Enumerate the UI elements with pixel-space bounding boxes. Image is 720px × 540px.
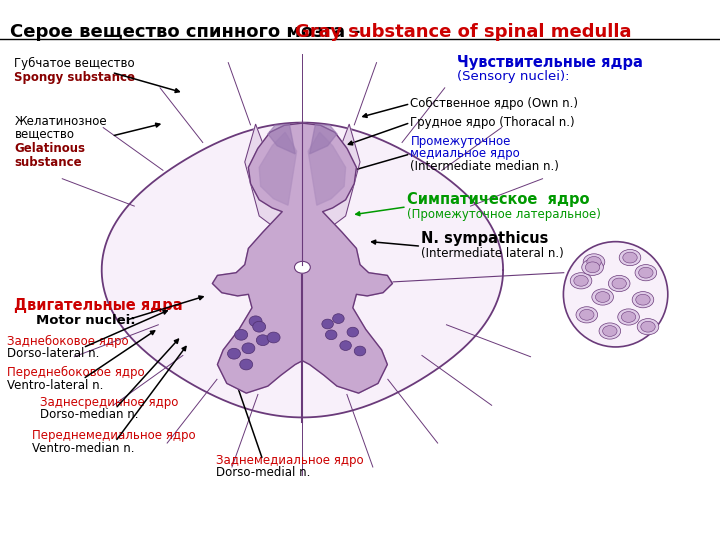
Text: Желатинозное: Желатинозное (14, 115, 107, 128)
Ellipse shape (583, 254, 605, 270)
Ellipse shape (235, 329, 248, 340)
Text: Gelatinous: Gelatinous (14, 142, 86, 155)
Ellipse shape (639, 267, 653, 278)
Ellipse shape (632, 292, 654, 308)
Ellipse shape (637, 319, 659, 335)
Ellipse shape (267, 332, 280, 343)
Text: Motor nuclei:: Motor nuclei: (36, 314, 135, 327)
Ellipse shape (325, 330, 337, 340)
Ellipse shape (599, 323, 621, 339)
Polygon shape (268, 124, 295, 154)
Ellipse shape (563, 241, 668, 347)
Ellipse shape (585, 262, 600, 273)
Polygon shape (102, 123, 503, 417)
Ellipse shape (623, 252, 637, 263)
Ellipse shape (608, 275, 630, 292)
Ellipse shape (587, 256, 601, 267)
Text: Ventro-lateral n.: Ventro-lateral n. (7, 379, 104, 392)
Ellipse shape (612, 278, 626, 289)
Ellipse shape (621, 312, 636, 322)
Polygon shape (302, 124, 360, 248)
Text: Заднемедиальное ядро: Заднемедиальное ядро (216, 454, 364, 467)
Ellipse shape (635, 265, 657, 281)
Ellipse shape (333, 314, 344, 323)
Text: N. sympathicus: N. sympathicus (421, 231, 549, 246)
Text: (Промежуточное латеральное): (Промежуточное латеральное) (407, 208, 600, 221)
Text: Собственное ядро (Own n.): Собственное ядро (Own n.) (410, 97, 578, 110)
Ellipse shape (322, 319, 333, 329)
Text: substance: substance (14, 156, 82, 168)
Text: Заднесрединное ядро: Заднесрединное ядро (40, 396, 178, 409)
Text: Переднебоковое ядро: Переднебоковое ядро (7, 366, 145, 379)
Polygon shape (310, 124, 337, 154)
Text: Dorso-medial n.: Dorso-medial n. (216, 466, 310, 479)
Ellipse shape (641, 321, 655, 332)
Ellipse shape (256, 335, 269, 346)
Ellipse shape (249, 316, 262, 327)
Ellipse shape (576, 307, 598, 323)
Text: Переднемедиальное ядро: Переднемедиальное ядро (32, 429, 196, 442)
Ellipse shape (619, 249, 641, 266)
Ellipse shape (592, 289, 613, 305)
Ellipse shape (580, 309, 594, 320)
Ellipse shape (253, 321, 266, 332)
Text: (Intermediate lateral n.): (Intermediate lateral n.) (421, 247, 564, 260)
Ellipse shape (294, 261, 310, 273)
Text: Заднебоковое ядро: Заднебоковое ядро (7, 335, 129, 348)
Text: (Intermediate median n.): (Intermediate median n.) (410, 160, 559, 173)
Polygon shape (212, 123, 392, 393)
Polygon shape (245, 124, 302, 248)
Ellipse shape (228, 348, 240, 359)
Text: Серое вещество спинного мозга –: Серое вещество спинного мозга – (10, 23, 366, 41)
Text: Грудное ядро (Thoracal n.): Грудное ядро (Thoracal n.) (410, 116, 575, 129)
Text: Симпатическое  ядро: Симпатическое ядро (407, 192, 589, 207)
Ellipse shape (240, 359, 253, 370)
Ellipse shape (618, 309, 639, 325)
Ellipse shape (582, 259, 603, 275)
Text: Чувствительные ядра: Чувствительные ядра (457, 55, 643, 70)
Ellipse shape (595, 292, 610, 302)
Text: Gray substance of spinal medulla: Gray substance of spinal medulla (295, 23, 631, 41)
Text: Двигательные ядра: Двигательные ядра (14, 298, 183, 313)
Ellipse shape (603, 326, 617, 336)
Ellipse shape (242, 343, 255, 354)
Text: Губчатое вещество: Губчатое вещество (14, 57, 135, 70)
Text: Dorso-lateral n.: Dorso-lateral n. (7, 347, 99, 360)
Text: Ventro-median n.: Ventro-median n. (32, 442, 135, 455)
Text: Dorso-median n.: Dorso-median n. (40, 408, 138, 421)
Text: медиальное ядро: медиальное ядро (410, 147, 520, 160)
Text: Промежуточное: Промежуточное (410, 135, 510, 148)
Ellipse shape (347, 327, 359, 337)
Text: Spongy substance: Spongy substance (14, 71, 135, 84)
Ellipse shape (340, 341, 351, 350)
Ellipse shape (354, 346, 366, 356)
Ellipse shape (636, 294, 650, 305)
Ellipse shape (570, 273, 592, 289)
Polygon shape (308, 132, 346, 205)
Text: (Sensory nuclei):: (Sensory nuclei): (457, 70, 570, 83)
Polygon shape (259, 132, 297, 205)
Text: вещество: вещество (14, 127, 74, 140)
Ellipse shape (574, 275, 588, 286)
